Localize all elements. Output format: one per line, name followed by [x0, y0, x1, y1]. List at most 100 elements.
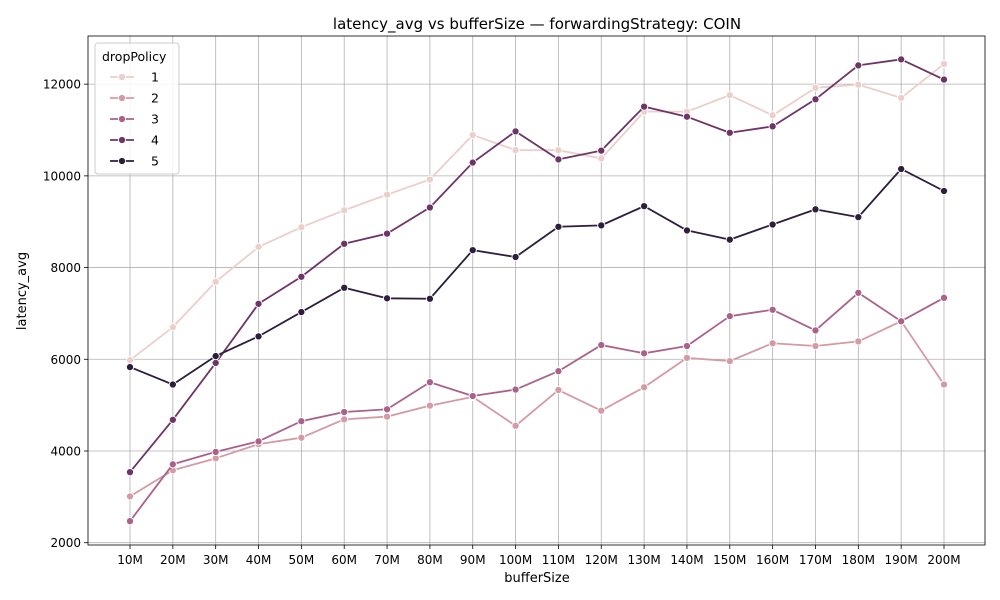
series-layer [125, 55, 949, 526]
data-point [768, 305, 777, 314]
y-tick-label: 12000 [43, 78, 81, 92]
data-point [854, 213, 863, 222]
data-point [854, 337, 863, 346]
series-2 [125, 317, 949, 501]
data-point [125, 356, 135, 365]
y-tick-label: 10000 [43, 169, 81, 183]
data-point [939, 186, 949, 196]
data-point [340, 206, 349, 215]
data-point [897, 93, 906, 102]
x-tick-label: 40M [246, 553, 272, 567]
data-point [211, 358, 220, 368]
legend-marker [117, 114, 127, 124]
data-point [254, 332, 263, 341]
chart-title: latency_avg vs bufferSize — forwardingSt… [333, 15, 741, 34]
legend-label: 5 [151, 154, 159, 169]
data-point [340, 239, 349, 248]
x-tick-label: 60M [331, 553, 357, 567]
x-tick-label: 20M [160, 553, 186, 567]
y-tick-label: 6000 [50, 353, 81, 367]
data-point [297, 433, 306, 442]
legend-label: 3 [151, 112, 159, 127]
data-point [254, 242, 263, 251]
y-tick-label: 2000 [50, 536, 81, 550]
data-point [682, 226, 691, 235]
data-point [168, 380, 177, 389]
data-point [725, 235, 734, 244]
legend-title: dropPolicy [102, 49, 167, 64]
data-point [640, 202, 649, 211]
data-point [640, 383, 649, 392]
legend-item: 1 [110, 70, 159, 85]
data-point [468, 130, 477, 140]
data-point [125, 492, 135, 501]
data-point [854, 288, 863, 297]
data-point [297, 417, 306, 426]
y-tick-label: 8000 [50, 261, 81, 275]
x-tick-label: 200M [927, 553, 960, 567]
legend-marker [117, 93, 127, 103]
data-point [939, 75, 949, 84]
data-point [554, 367, 563, 376]
data-point [597, 154, 606, 163]
x-tick-label: 70M [374, 553, 400, 567]
data-point [768, 111, 777, 120]
data-point [297, 308, 306, 317]
data-point [425, 378, 434, 387]
data-point [597, 406, 606, 415]
data-point [297, 272, 306, 281]
legend-item: 3 [110, 112, 159, 127]
data-point [768, 220, 777, 229]
data-point [554, 146, 563, 155]
legend-item: 5 [110, 154, 159, 169]
data-point [511, 252, 520, 262]
data-point [340, 415, 349, 424]
data-point [383, 412, 392, 421]
data-point [468, 158, 477, 167]
data-point [554, 155, 563, 164]
data-point [511, 127, 520, 136]
data-point [597, 146, 606, 155]
legend-item: 4 [110, 133, 159, 148]
data-point [468, 391, 477, 401]
data-point [425, 175, 434, 184]
x-tick-label: 100M [499, 553, 532, 567]
series-line [129, 58, 945, 473]
x-tick-label: 50M [289, 553, 315, 567]
data-point [640, 102, 649, 111]
data-point [939, 59, 949, 69]
data-point [768, 122, 777, 131]
x-tick-label: 80M [417, 553, 443, 567]
data-point [340, 283, 349, 292]
data-point [725, 312, 734, 321]
grid [88, 36, 985, 545]
data-point [811, 326, 820, 335]
x-tick-label: 140M [670, 553, 703, 567]
y-axis: 2000 4000 6000 8000 10000 12000 [43, 78, 88, 550]
data-point [554, 385, 563, 395]
data-point [725, 357, 734, 366]
data-point [897, 317, 906, 326]
data-point [597, 341, 606, 350]
legend-label: 2 [151, 91, 159, 106]
series-line [129, 63, 945, 361]
data-point [425, 203, 434, 212]
data-point [125, 468, 135, 477]
series-5 [125, 164, 949, 389]
x-tick-label: 170M [799, 553, 832, 567]
x-tick-label: 90M [460, 553, 486, 567]
data-point [597, 221, 606, 230]
data-point [725, 128, 734, 137]
data-point [168, 415, 177, 424]
data-point [554, 222, 563, 231]
legend-item: 2 [110, 91, 159, 106]
data-point [425, 294, 434, 303]
x-axis: 10M 20M 30M 40M 50M 60M 70M 80M 90M 100M 110M 120M 1… [117, 545, 961, 567]
data-point [211, 447, 220, 456]
series-1 [125, 59, 949, 365]
data-point [211, 277, 220, 286]
legend: dropPolicy 1 2 3 4 5 [94, 42, 180, 175]
data-point [125, 517, 135, 526]
data-point [254, 437, 263, 446]
legend-marker [117, 72, 127, 82]
